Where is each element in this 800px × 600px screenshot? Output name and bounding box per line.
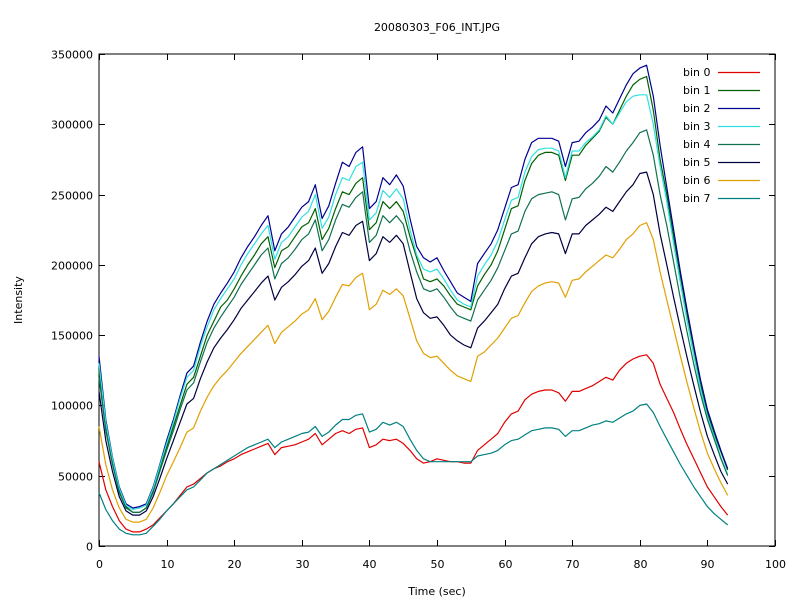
legend: bin 0 bin 1 bin 2 bin 3 bin 4 bin 5 bin 6 bin 7 <box>683 66 760 205</box>
series-lines <box>98 64 729 536</box>
series-line-bin-6 <box>98 222 729 523</box>
y-tick-label: 150000 <box>51 330 93 343</box>
legend-label: bin 7 <box>683 192 711 205</box>
y-axis: 0 50000 100000 150000 200000 250000 300000 3500… <box>51 49 775 554</box>
legend-label: bin 1 <box>683 84 711 97</box>
y-axis-label: Intensity <box>12 276 25 324</box>
series-line-bin-1 <box>98 75 729 513</box>
series-line-bin-2 <box>98 64 729 509</box>
x-tick-label: 80 <box>634 558 648 571</box>
x-tick-label: 70 <box>566 558 580 571</box>
legend-label: bin 4 <box>683 138 711 151</box>
y-tick-label: 50000 <box>58 471 93 484</box>
legend-label: bin 6 <box>683 174 711 187</box>
x-tick-label: 30 <box>296 558 310 571</box>
legend-label: bin 3 <box>683 120 711 133</box>
x-tick-label: 100 <box>765 558 786 571</box>
y-tick-label: 0 <box>86 541 93 554</box>
y-tick-label: 250000 <box>51 190 93 203</box>
plot-border <box>98 53 776 547</box>
x-axis-label: Time (sec) <box>407 585 466 598</box>
series-line-bin-7 <box>98 403 729 536</box>
x-tick-label: 50 <box>431 558 445 571</box>
legend-label: bin 0 <box>683 66 711 79</box>
x-tick-label: 0 <box>96 558 103 571</box>
y-tick-label: 200000 <box>51 260 93 273</box>
y-tick-label: 100000 <box>51 400 93 413</box>
chart-title: 20080303_F06_INT.JPG <box>374 21 500 34</box>
series-line-bin-5 <box>98 171 729 516</box>
x-tick-label: 10 <box>161 558 175 571</box>
x-tick-label: 90 <box>701 558 715 571</box>
series-line-bin-4 <box>98 129 729 513</box>
x-tick-label: 40 <box>363 558 377 571</box>
y-tick-label: 350000 <box>51 49 93 62</box>
series-line-bin-3 <box>98 94 729 511</box>
legend-label: bin 5 <box>683 156 711 169</box>
y-tick-label: 300000 <box>51 119 93 132</box>
x-tick-label: 20 <box>228 558 242 571</box>
series-line-bin-0 <box>98 354 729 533</box>
x-axis: 0 10 20 30 40 50 60 70 80 90 100 <box>96 54 786 571</box>
legend-label: bin 2 <box>683 102 711 115</box>
plot-frame <box>98 53 776 547</box>
x-tick-label: 60 <box>499 558 513 571</box>
